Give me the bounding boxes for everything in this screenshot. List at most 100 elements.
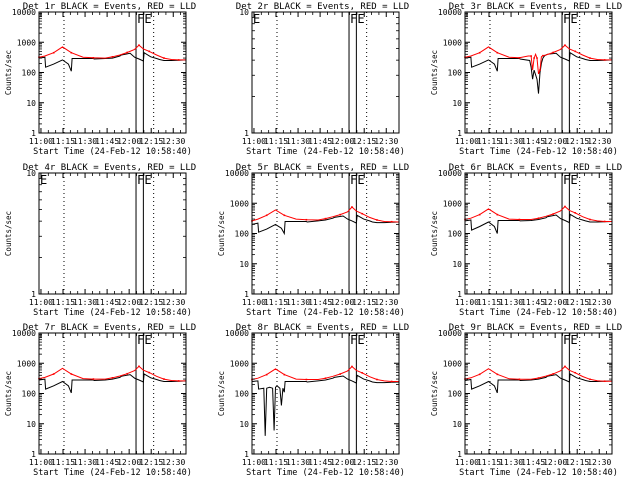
x-tick-label: 12:30 [587,137,611,146]
panel-title: Det 5r BLACK = Events, RED = LLD [236,163,409,173]
x-tick-label: 12:15 [565,137,589,146]
plot-frame [38,172,187,295]
x-axis-label: Start Time (24-Feb-12 10:58:40) [33,308,192,318]
y-tick-label: 10 [452,260,462,269]
y-tick-label: 1 [457,129,462,138]
marker-label-e: E [357,333,364,347]
plot-frame [464,172,613,295]
x-axis-label: Start Time (24-Feb-12 10:58:40) [459,308,618,318]
x-tick-label: 12:30 [374,137,398,146]
x-tick-label: 11:30 [286,298,310,307]
marker-label-e: E [570,173,577,187]
x-tick-label: 11:00 [455,137,479,146]
x-tick-label: 12:30 [587,458,611,467]
x-tick-label: 11:00 [242,137,266,146]
series-events [251,214,400,236]
lld-point [305,218,308,221]
lld-point [603,220,606,223]
lld-point [111,56,114,58]
y-tick-label: 1 [31,450,36,459]
x-tick-label: 12:15 [139,137,163,146]
y-tick-label: 10 [452,420,462,429]
series-events [251,374,400,436]
x-tick-label: 11:15 [264,458,288,467]
y-tick-label: 100 [448,230,463,239]
marker-label-f: F [563,333,570,347]
x-tick-label: 12:30 [161,458,185,467]
x-tick-label: 11:15 [51,458,75,467]
lld-point [177,59,180,61]
x-axis-label: Start Time (24-Feb-12 10:58:40) [459,147,618,157]
x-tick-label: 11:45 [95,458,119,467]
series-lld [464,205,612,222]
panel-title: Det 2r BLACK = Events, RED = LLD [236,2,409,12]
lld-point [361,212,364,215]
y-tick-label: 10000 [12,8,36,17]
y-tick-label: 1 [244,290,249,299]
x-tick-label: 12:30 [161,137,185,146]
x-tick-label: 12:00 [330,298,354,307]
lld-point [564,44,566,46]
x-tick-label: 11:15 [264,137,288,146]
lld-point [361,372,364,374]
lld-point [390,380,393,383]
marker-label-f: F [350,173,357,187]
x-tick-label: 12:00 [117,458,141,467]
y-axis-label: Counts/sec [430,371,439,416]
x-tick-label: 11:45 [308,458,332,467]
y-tick-label: 1000 [230,199,249,208]
lld-point [126,372,128,375]
y-tick-label: 1000 [443,38,462,47]
marker-label-e: E [40,173,47,187]
plot-frame [251,11,400,134]
y-axis-label: Counts/sec [430,211,439,256]
x-tick-label: 11:15 [264,298,288,307]
lld-point [163,57,165,59]
x-tick-label: 11:00 [455,298,479,307]
x-axis-label: Start Time (24-Feb-12 10:58:40) [246,468,405,478]
lld-point [574,50,577,53]
x-tick-label: 11:00 [29,137,53,146]
x-tick-label: 12:30 [374,298,398,307]
x-tick-label: 11:00 [455,458,479,467]
y-tick-label: 1 [457,290,462,299]
lld-point [283,373,286,376]
lld-point [496,213,499,216]
x-tick-label: 11:15 [51,137,75,146]
lld-point [92,378,95,380]
y-tick-label: 1 [244,450,249,459]
lld-point [148,371,151,374]
lld-point [537,377,540,379]
x-tick-label: 11:30 [73,458,97,467]
marker-label-f: F [350,333,357,347]
lld-point [536,57,538,59]
x-tick-label: 12:15 [352,298,376,307]
marker-label-f: F [137,12,144,26]
y-tick-label: 10000 [438,8,462,17]
x-axis-label: Start Time (24-Feb-12 10:58:40) [33,147,192,157]
y-tick-label: 10000 [225,169,249,178]
y-axis-label: Counts/sec [4,371,13,416]
marker-label-e: E [253,12,260,26]
series-lld [38,44,186,61]
x-tick-label: 11:15 [51,298,75,307]
lld-point [589,218,591,221]
marker-label-e: E [144,12,151,26]
lld-point [324,217,327,220]
lld-point [70,51,73,54]
lld-point [589,57,591,59]
lld-point [603,59,606,61]
panel-title: Det 8r BLACK = Events, RED = LLD [236,323,409,333]
lld-point [518,378,521,381]
x-tick-label: 12:30 [161,298,185,307]
lld-point [138,365,140,368]
lld-point [265,373,268,376]
marker-label-e: E [144,173,151,187]
y-tick-label: 10 [239,8,249,17]
lld-point [138,44,140,46]
lld-point [552,373,554,375]
lld-point [478,373,481,376]
